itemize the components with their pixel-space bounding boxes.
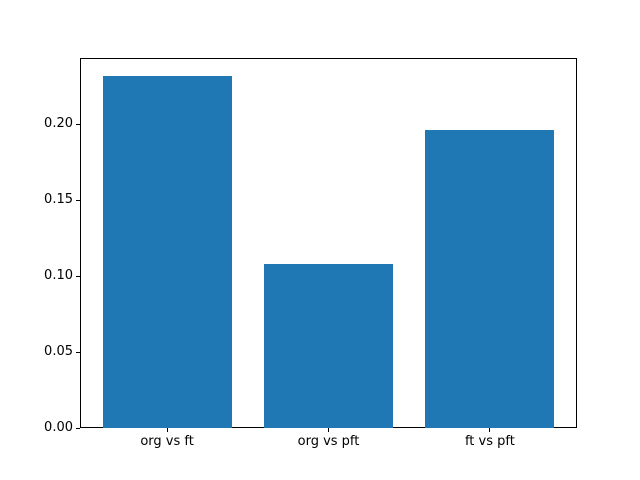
bar-org-vs-pft xyxy=(264,263,394,428)
y-axis-tick xyxy=(76,199,80,201)
y-axis-tick-label: 0.20 xyxy=(44,116,73,132)
y-axis-tick xyxy=(76,427,80,429)
x-axis-tick xyxy=(489,428,491,432)
bar-org-vs-ft xyxy=(102,75,232,428)
x-axis-tick-label: ft vs pft xyxy=(464,434,515,449)
x-axis-tick-label: org vs ft xyxy=(140,434,194,449)
y-axis-tick xyxy=(76,351,80,353)
y-axis-tick-label: 0.00 xyxy=(44,420,73,435)
x-axis-tick xyxy=(166,428,168,432)
y-axis-tick xyxy=(76,123,80,125)
y-axis-tick-label: 0.05 xyxy=(44,344,73,359)
x-axis-tick xyxy=(328,428,329,432)
y-axis-tick xyxy=(76,275,80,277)
bar-ft-vs-pft xyxy=(425,130,555,428)
y-axis-tick-label: 0.10 xyxy=(44,268,73,283)
x-axis-tick-label: org vs pft xyxy=(297,434,360,449)
y-axis-tick-label: 0.15 xyxy=(44,192,73,208)
